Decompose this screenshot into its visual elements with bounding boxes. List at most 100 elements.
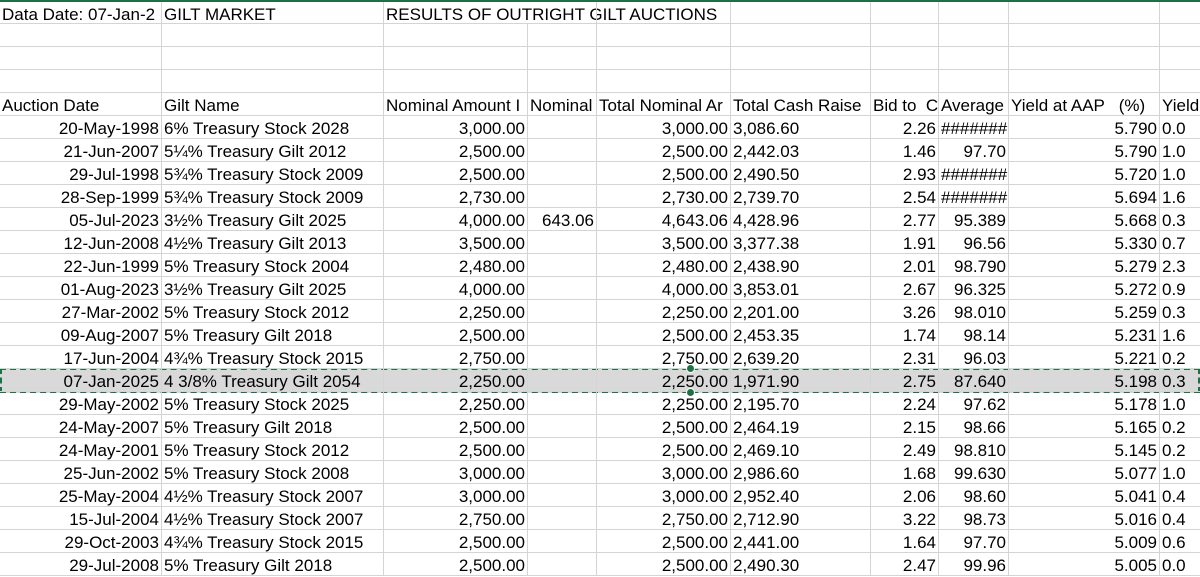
data-cell[interactable] [528,346,597,369]
data-cell[interactable]: 4,000.00 [597,277,731,300]
cell[interactable] [597,70,731,93]
data-cell[interactable]: 24-May-2007 [0,415,162,438]
data-cell[interactable]: 1.0 [1160,162,1200,185]
data-cell[interactable]: 24-May-2001 [0,438,162,461]
data-cell[interactable]: 3,000.00 [384,484,528,507]
data-cell[interactable]: 5% Treasury Gilt 2018 [162,323,384,346]
data-cell[interactable]: 5% Treasury Stock 2012 [162,300,384,323]
data-cell[interactable]: 15-Jul-2004 [0,507,162,530]
data-cell[interactable] [528,461,597,484]
data-cell[interactable]: 2,739.70 [731,185,871,208]
data-cell[interactable]: 28-Sep-1999 [0,185,162,208]
data-cell[interactable]: 12-Jun-2008 [0,231,162,254]
data-cell[interactable]: 3.22 [871,507,939,530]
cell[interactable] [939,47,1009,70]
data-cell[interactable]: 5.790 [1009,116,1160,139]
cell[interactable] [1160,70,1200,93]
cell[interactable] [1160,2,1200,24]
data-cell[interactable]: 2.75 [871,369,939,392]
data-cell[interactable]: 2,500.00 [384,438,528,461]
data-cell[interactable]: 2,250.00 [384,300,528,323]
data-cell[interactable]: 2,500.00 [597,530,731,553]
data-cell[interactable]: 5.668 [1009,208,1160,231]
data-cell[interactable]: 5.165 [1009,415,1160,438]
data-cell[interactable]: 97.70 [939,530,1009,553]
data-cell[interactable]: 3,000.00 [597,484,731,507]
data-cell[interactable] [528,484,597,507]
data-cell[interactable]: 98.66 [939,415,1009,438]
data-cell[interactable]: 2.24 [871,392,939,415]
cell[interactable] [871,47,939,70]
data-cell[interactable]: 5% Treasury Stock 2004 [162,254,384,277]
data-cell[interactable]: 3,086.60 [731,116,871,139]
data-cell[interactable]: ####### [939,185,1009,208]
cell[interactable] [1160,47,1200,70]
cell[interactable] [162,24,384,47]
data-cell[interactable]: 96.03 [939,346,1009,369]
data-cell[interactable]: 2,250.00 [597,300,731,323]
data-cell[interactable]: 3.26 [871,300,939,323]
data-cell[interactable]: 17-Jun-2004 [0,346,162,369]
data-cell[interactable]: 4,428.96 [731,208,871,231]
data-cell[interactable]: 1.0 [1160,139,1200,162]
data-cell[interactable]: 4½% Treasury Stock 2007 [162,507,384,530]
data-cell[interactable]: 2,250.00 [384,369,528,392]
data-cell[interactable]: 2,712.90 [731,507,871,530]
data-cell[interactable]: 1.46 [871,139,939,162]
cell[interactable] [384,24,528,47]
data-cell[interactable]: 2,500.00 [597,415,731,438]
cell[interactable] [871,70,939,93]
data-cell[interactable]: 3,500.00 [384,231,528,254]
data-cell[interactable]: 5.231 [1009,323,1160,346]
data-cell[interactable]: 22-Jun-1999 [0,254,162,277]
cell[interactable] [731,24,871,47]
header-cell[interactable]: Yield at AAP (%) [1009,93,1160,116]
data-cell[interactable]: 5.279 [1009,254,1160,277]
data-cell[interactable]: 98.010 [939,300,1009,323]
data-cell[interactable]: 5.272 [1009,277,1160,300]
data-cell[interactable]: 5.145 [1009,438,1160,461]
data-cell[interactable]: 3,000.00 [384,461,528,484]
data-cell[interactable]: 2,750.00 [384,346,528,369]
data-cell[interactable] [528,530,597,553]
data-cell[interactable]: 25-May-2004 [0,484,162,507]
cell[interactable] [162,47,384,70]
header-cell[interactable]: Total Cash Raise [731,93,871,116]
data-cell[interactable]: 3,000.00 [597,461,731,484]
data-cell[interactable]: 5.221 [1009,346,1160,369]
data-cell[interactable]: 09-Aug-2007 [0,323,162,346]
data-cell[interactable]: 98.810 [939,438,1009,461]
data-cell[interactable]: 2,952.40 [731,484,871,507]
data-cell[interactable]: 0.0 [1160,553,1200,576]
data-cell[interactable]: 5.016 [1009,507,1160,530]
header-cell[interactable]: Nominal [528,93,597,116]
cell[interactable] [597,47,731,70]
data-cell[interactable]: 0.4 [1160,507,1200,530]
data-cell[interactable]: 97.70 [939,139,1009,162]
data-cell[interactable]: 2,250.00 [597,392,731,415]
data-cell[interactable]: 2,453.35 [731,323,871,346]
data-cell[interactable]: 1.0 [1160,461,1200,484]
data-cell[interactable]: 2,469.10 [731,438,871,461]
data-cell[interactable]: 5% Treasury Gilt 2018 [162,553,384,576]
cell[interactable] [528,47,597,70]
data-cell[interactable]: ####### [939,162,1009,185]
cell[interactable] [1160,24,1200,47]
data-cell[interactable]: 5.178 [1009,392,1160,415]
data-cell[interactable]: 2,250.00 [597,369,731,392]
data-cell[interactable] [528,507,597,530]
data-cell[interactable]: 2,250.00 [384,392,528,415]
cell[interactable] [528,2,597,24]
data-cell[interactable]: 2,750.00 [597,507,731,530]
data-cell[interactable]: 4 3/8% Treasury Gilt 2054 [162,369,384,392]
header-cell[interactable]: Average [939,93,1009,116]
data-cell[interactable]: 05-Jul-2023 [0,208,162,231]
data-cell[interactable]: 4½% Treasury Stock 2007 [162,484,384,507]
data-cell[interactable]: 2,500.00 [597,323,731,346]
data-cell[interactable] [528,369,597,392]
data-cell[interactable]: 6% Treasury Stock 2028 [162,116,384,139]
data-cell[interactable]: 4,000.00 [384,208,528,231]
data-cell[interactable]: 01-Aug-2023 [0,277,162,300]
cell[interactable] [1009,2,1160,24]
data-cell[interactable]: 2,442.03 [731,139,871,162]
